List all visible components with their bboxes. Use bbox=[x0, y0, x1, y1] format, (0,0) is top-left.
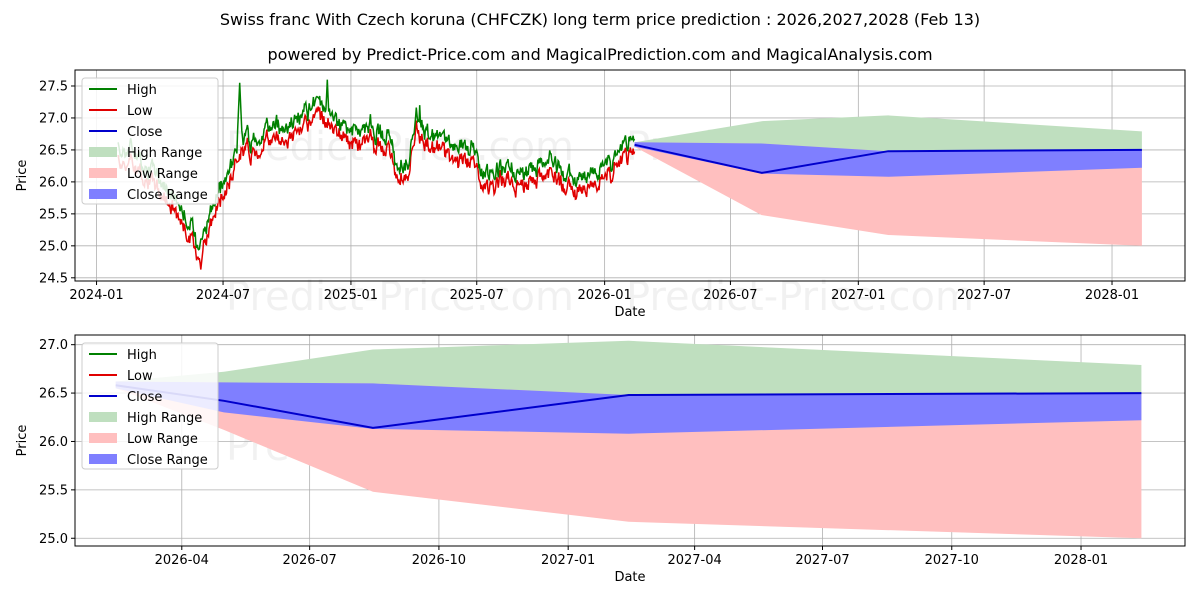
forecast-chart: 2026-04 2026-07 2026-10 2027-01 2027-04 2027-… bbox=[15, 334, 1186, 585]
legend-low-label: Low bbox=[127, 369, 153, 384]
y-tick-label: 25.0 bbox=[39, 239, 68, 254]
legend-low-range-label: Low Range bbox=[127, 167, 198, 182]
legend-high-label: High bbox=[127, 348, 157, 363]
close-forecast-line bbox=[634, 143, 1142, 174]
chart-subtitle: powered by Predict-Price.com and Magical… bbox=[267, 45, 933, 64]
forecast-legend: High Low Close High Range Low Range Clos… bbox=[81, 342, 219, 470]
x-tick-label: 2027-01 bbox=[541, 553, 595, 568]
x-tick-label: 2025-07 bbox=[450, 288, 504, 303]
x-tick-label: 2026-07 bbox=[282, 553, 336, 568]
x-axis-label: Date bbox=[614, 305, 645, 320]
legend-high-range-label: High Range bbox=[127, 146, 202, 161]
x-tick-label: 2026-07 bbox=[703, 288, 757, 303]
x-tick-label: 2027-10 bbox=[925, 553, 979, 568]
legend-high-label: High bbox=[127, 83, 157, 98]
x-tick-label: 2024-07 bbox=[196, 288, 250, 303]
legend-close-range-label: Close Range bbox=[127, 188, 208, 203]
x-tick-label: 2026-10 bbox=[412, 553, 466, 568]
plot-frame bbox=[74, 334, 1186, 547]
legend-high-range-swatch bbox=[89, 412, 117, 422]
y-axis-label: Price bbox=[15, 160, 30, 192]
legend-high-range-label: High Range bbox=[127, 411, 202, 426]
y-tick-label: 24.5 bbox=[39, 271, 68, 286]
legend-low-range-label: Low Range bbox=[127, 432, 198, 447]
y-tick-label: 26.5 bbox=[39, 143, 68, 158]
high-series-line bbox=[117, 79, 636, 251]
watermark-text: Predict-Price.com bbox=[226, 124, 574, 170]
x-tick-label: 2024-01 bbox=[69, 288, 123, 303]
chart-title: Swiss franc With Czech koruna (CHFCZK) l… bbox=[219, 10, 981, 29]
x-tick-label: 2027-01 bbox=[831, 288, 885, 303]
legend-low-label: Low bbox=[127, 104, 153, 119]
x-tick-label: 2026-01 bbox=[577, 288, 631, 303]
low-series-line bbox=[117, 106, 636, 270]
y-tick-label: 26.0 bbox=[39, 435, 68, 450]
y-tick-label: 27.0 bbox=[39, 338, 68, 353]
legend-low-range-swatch bbox=[89, 168, 117, 178]
y-tick-label: 25.5 bbox=[39, 483, 68, 498]
watermark-text: Predict-Price.com bbox=[226, 274, 574, 320]
legend-close-label: Close bbox=[127, 125, 162, 140]
history-chart: 2024-01 2024-07 2025-01 2025-07 2026-01 2026-… bbox=[15, 69, 1186, 320]
history-legend: High Low Close High Range Low Range Clos… bbox=[81, 77, 219, 205]
x-tick-label: 2028-01 bbox=[1085, 288, 1139, 303]
legend-close-range-swatch bbox=[89, 189, 117, 199]
y-tick-label: 25.5 bbox=[39, 207, 68, 222]
x-tick-label: 2027-04 bbox=[667, 553, 721, 568]
legend-low-range-swatch bbox=[89, 433, 117, 443]
x-axis-label: Date bbox=[614, 570, 645, 585]
watermark-text: Predict-Price.com bbox=[626, 274, 974, 320]
x-tick-label: 2027-07 bbox=[795, 553, 849, 568]
y-tick-label: 27.0 bbox=[39, 111, 68, 126]
x-tick-label: 2027-07 bbox=[957, 288, 1011, 303]
x-tick-label: 2025-01 bbox=[324, 288, 378, 303]
y-tick-label: 26.5 bbox=[39, 387, 68, 402]
legend-close-range-swatch bbox=[89, 454, 117, 464]
y-tick-label: 25.0 bbox=[39, 532, 68, 547]
y-tick-label: 26.0 bbox=[39, 175, 68, 190]
legend-close-label: Close bbox=[127, 390, 162, 405]
x-tick-label: 2026-04 bbox=[155, 553, 209, 568]
legend-high-range-swatch bbox=[89, 147, 117, 157]
legend-close-range-label: Close Range bbox=[127, 453, 208, 468]
x-tick-label: 2028-01 bbox=[1054, 553, 1108, 568]
y-tick-label: 27.5 bbox=[39, 79, 68, 94]
plot-frame bbox=[74, 69, 1186, 282]
y-axis-label: Price bbox=[15, 425, 30, 457]
